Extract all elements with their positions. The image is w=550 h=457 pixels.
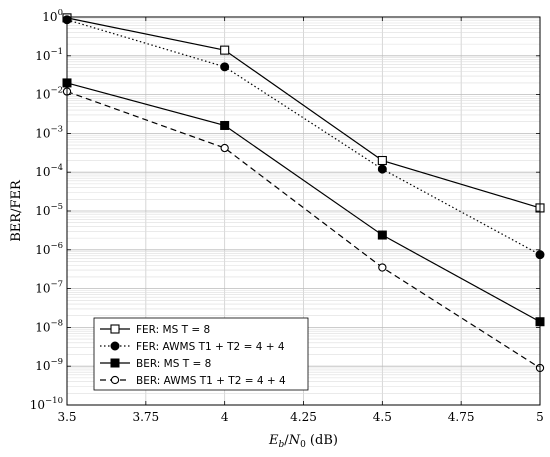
data-point (220, 45, 230, 55)
legend-marker (110, 375, 120, 385)
series-line (66, 90, 541, 369)
y-axis-title: BER/FER (9, 179, 24, 242)
series-2 (62, 15, 545, 260)
data-point (220, 62, 230, 72)
series-line (66, 17, 541, 209)
legend-entry: BER: MS T = 8 (136, 358, 211, 370)
x-axis-title: Eb/N0 (dB) (268, 433, 338, 450)
legend-marker (110, 358, 120, 368)
x-tick-label: 5 (536, 410, 544, 424)
y-tick-label: 100 (42, 8, 63, 24)
data-point (220, 143, 229, 153)
y-tick-label: 10−9 (35, 357, 63, 373)
data-point (377, 155, 387, 166)
y-tick-label: 10−1 (35, 47, 63, 63)
y-tick-label: 10−4 (35, 163, 63, 179)
series-line (66, 82, 541, 323)
y-tick-label: 10−2 (35, 86, 63, 102)
data-point (377, 164, 387, 174)
y-tick-label: 10−6 (35, 241, 63, 257)
legend-entry: FER: MS T = 8 (136, 324, 210, 336)
legend-entry: FER: AWMS T1 + T2 = 4 + 4 (136, 341, 285, 353)
legend-marker (110, 341, 120, 351)
x-tick-label: 4 (221, 410, 229, 424)
legend-marker (110, 324, 120, 334)
y-tick-label: 10−7 (35, 280, 63, 296)
x-tick-label: 3.5 (57, 410, 76, 424)
legend-entry: BER: AWMS T1 + T2 = 4 + 4 (136, 375, 286, 387)
data-point (378, 263, 387, 272)
data-point (377, 230, 387, 240)
legend: FER: MS T = 8 FER: AWMS T1 + T2 = 4 + 4 BE… (93, 317, 309, 391)
y-tick-label: 10−8 (35, 318, 63, 334)
legend-box (93, 317, 309, 391)
y-tick-label: 10−3 (35, 124, 63, 140)
axes: 3.5 3.75 4 4.25 4.5 4.75 5 10−10 10−9 10−8 10−7 10−… (9, 8, 544, 450)
data-point (220, 120, 230, 130)
x-tick-label: 4.75 (448, 410, 475, 424)
x-tick-label: 4.5 (373, 410, 392, 424)
x-tick-label: 4.25 (290, 410, 317, 424)
y-tick-label: 10−10 (30, 396, 63, 412)
y-tick-label: 10−5 (35, 202, 63, 218)
x-tick-label: 3.75 (132, 410, 159, 424)
